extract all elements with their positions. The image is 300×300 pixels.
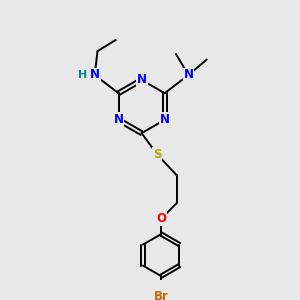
Text: H: H [78, 70, 88, 80]
Text: S: S [153, 148, 161, 161]
Text: N: N [90, 68, 100, 82]
Text: N: N [160, 113, 170, 126]
Text: Br: Br [154, 290, 169, 300]
Text: O: O [156, 212, 166, 225]
Text: N: N [184, 68, 194, 82]
Text: N: N [113, 113, 124, 126]
Text: N: N [136, 74, 147, 86]
